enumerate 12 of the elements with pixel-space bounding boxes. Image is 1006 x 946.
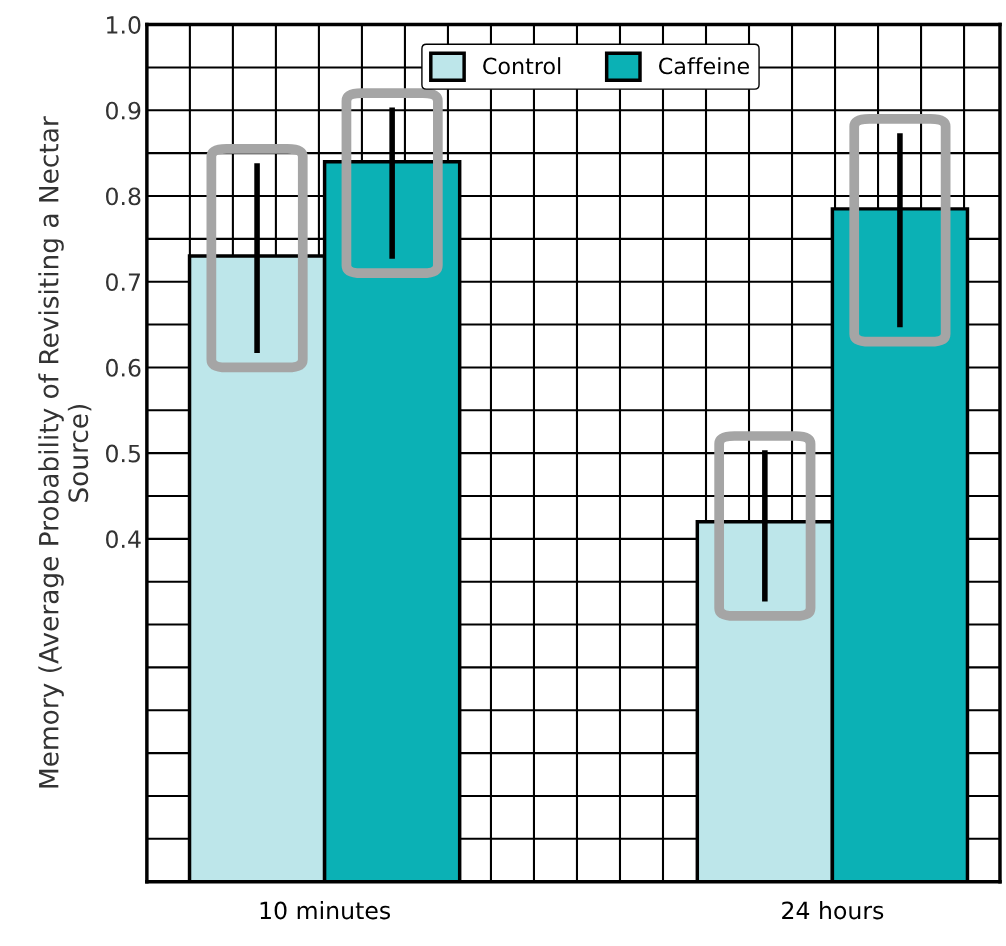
y-tick-label: 0.4 — [106, 530, 141, 549]
x-tick-label: 24 hours — [782, 901, 884, 920]
y-tick-label: 0.5 — [106, 444, 140, 463]
legend-label: Control — [483, 57, 561, 75]
y-tick-label: 0.9 — [106, 101, 141, 120]
x-tick-label: 10 minutes — [260, 901, 391, 920]
y-tick-label: 0.8 — [106, 187, 141, 206]
y-axis-title: Memory (Average Probability of Revisiting a Nectar Source) — [38, 116, 92, 788]
y-tick-label: 0.6 — [106, 358, 141, 377]
legend-label: Caffeine — [659, 57, 749, 75]
y-tick-label: 1.0 — [107, 16, 141, 34]
y-tick-label: 0.7 — [106, 273, 140, 292]
